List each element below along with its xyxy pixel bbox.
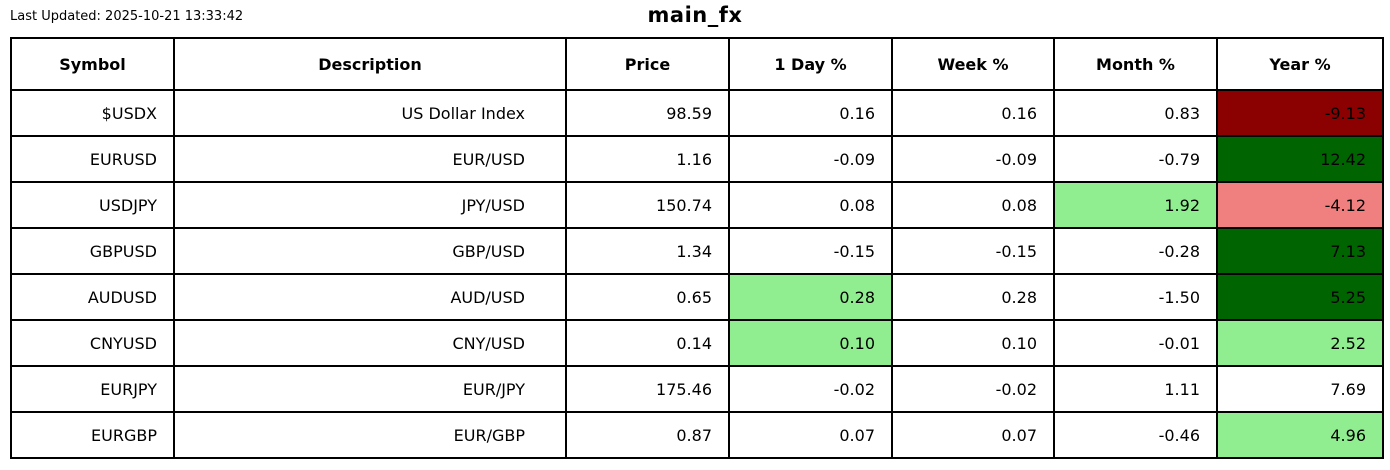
cell-description: EUR/GBP [173,411,567,459]
cell-day: 0.07 [728,411,893,459]
cell-month: -0.01 [1053,319,1218,367]
header-row: Symbol Description Price 1 Day % Week % Month… [10,37,1384,91]
cell-description: JPY/USD [173,181,567,229]
cell-price: 0.65 [565,273,730,321]
cell-week: 0.16 [891,89,1055,137]
cell-week: 0.07 [891,411,1055,459]
cell-week: -0.15 [891,227,1055,275]
cell-description: EUR/USD [173,135,567,183]
table-row: EURGBP EUR/GBP 0.87 0.07 0.07 -0.46 4.96 [10,411,1384,459]
table-body: $USDX US Dollar Index 98.59 0.16 0.16 0.83 -9.… [10,89,1384,459]
cell-symbol: AUDUSD [10,273,175,321]
cell-day: -0.09 [728,135,893,183]
table-header: Symbol Description Price 1 Day % Week % Month… [10,37,1384,91]
cell-week: -0.02 [891,365,1055,413]
last-updated-label: Last Updated: 2025-10-21 13:33:42 [10,9,244,24]
cell-month: 1.11 [1053,365,1218,413]
cell-year: 4.96 [1216,411,1384,459]
cell-day: 0.28 [728,273,893,321]
cell-month: 1.92 [1053,181,1218,229]
cell-year: 7.13 [1216,227,1384,275]
cell-price: 150.74 [565,181,730,229]
table-row: USDJPY JPY/USD 150.74 0.08 0.08 1.92 -4.12 [10,181,1384,229]
cell-symbol: GBPUSD [10,227,175,275]
cell-year: 7.69 [1216,365,1384,413]
cell-year: 2.52 [1216,319,1384,367]
column-header-price: Price [565,37,730,91]
table-row: $USDX US Dollar Index 98.59 0.16 0.16 0.83 -9.… [10,89,1384,137]
cell-symbol: CNYUSD [10,319,175,367]
table-row: AUDUSD AUD/USD 0.65 0.28 0.28 -1.50 5.25 [10,273,1384,321]
column-header-week: Week % [891,37,1055,91]
cell-week: 0.28 [891,273,1055,321]
table-row: EURUSD EUR/USD 1.16 -0.09 -0.09 -0.79 12.42 [10,135,1384,183]
cell-year: 5.25 [1216,273,1384,321]
column-header-year: Year % [1216,37,1384,91]
cell-month: -1.50 [1053,273,1218,321]
cell-month: 0.83 [1053,89,1218,137]
cell-week: 0.08 [891,181,1055,229]
cell-week: 0.10 [891,319,1055,367]
cell-week: -0.09 [891,135,1055,183]
cell-symbol: EURJPY [10,365,175,413]
cell-price: 98.59 [565,89,730,137]
table-row: CNYUSD CNY/USD 0.14 0.10 0.10 -0.01 2.52 [10,319,1384,367]
cell-description: AUD/USD [173,273,567,321]
cell-symbol: EURUSD [10,135,175,183]
fx-table: Symbol Description Price 1 Day % Week % Month… [10,37,1384,459]
cell-price: 0.14 [565,319,730,367]
cell-price: 1.16 [565,135,730,183]
column-header-month: Month % [1053,37,1218,91]
cell-price: 0.87 [565,411,730,459]
cell-month: -0.79 [1053,135,1218,183]
cell-price: 1.34 [565,227,730,275]
table-row: EURJPY EUR/JPY 175.46 -0.02 -0.02 1.11 7.69 [10,365,1384,413]
cell-month: -0.46 [1053,411,1218,459]
cell-symbol: EURGBP [10,411,175,459]
cell-month: -0.28 [1053,227,1218,275]
cell-day: -0.15 [728,227,893,275]
cell-year: -9.13 [1216,89,1384,137]
cell-description: CNY/USD [173,319,567,367]
column-header-symbol: Symbol [10,37,175,91]
cell-year: -4.12 [1216,181,1384,229]
cell-description: EUR/JPY [173,365,567,413]
cell-day: 0.08 [728,181,893,229]
cell-symbol: $USDX [10,89,175,137]
cell-symbol: USDJPY [10,181,175,229]
cell-day: 0.10 [728,319,893,367]
table-row: GBPUSD GBP/USD 1.34 -0.15 -0.15 -0.28 7.13 [10,227,1384,275]
cell-description: GBP/USD [173,227,567,275]
cell-description: US Dollar Index [173,89,567,137]
page-title: main_fx [647,3,743,27]
cell-day: -0.02 [728,365,893,413]
cell-day: 0.16 [728,89,893,137]
cell-year: 12.42 [1216,135,1384,183]
cell-price: 175.46 [565,365,730,413]
column-header-description: Description [173,37,567,91]
column-header-day: 1 Day % [728,37,893,91]
